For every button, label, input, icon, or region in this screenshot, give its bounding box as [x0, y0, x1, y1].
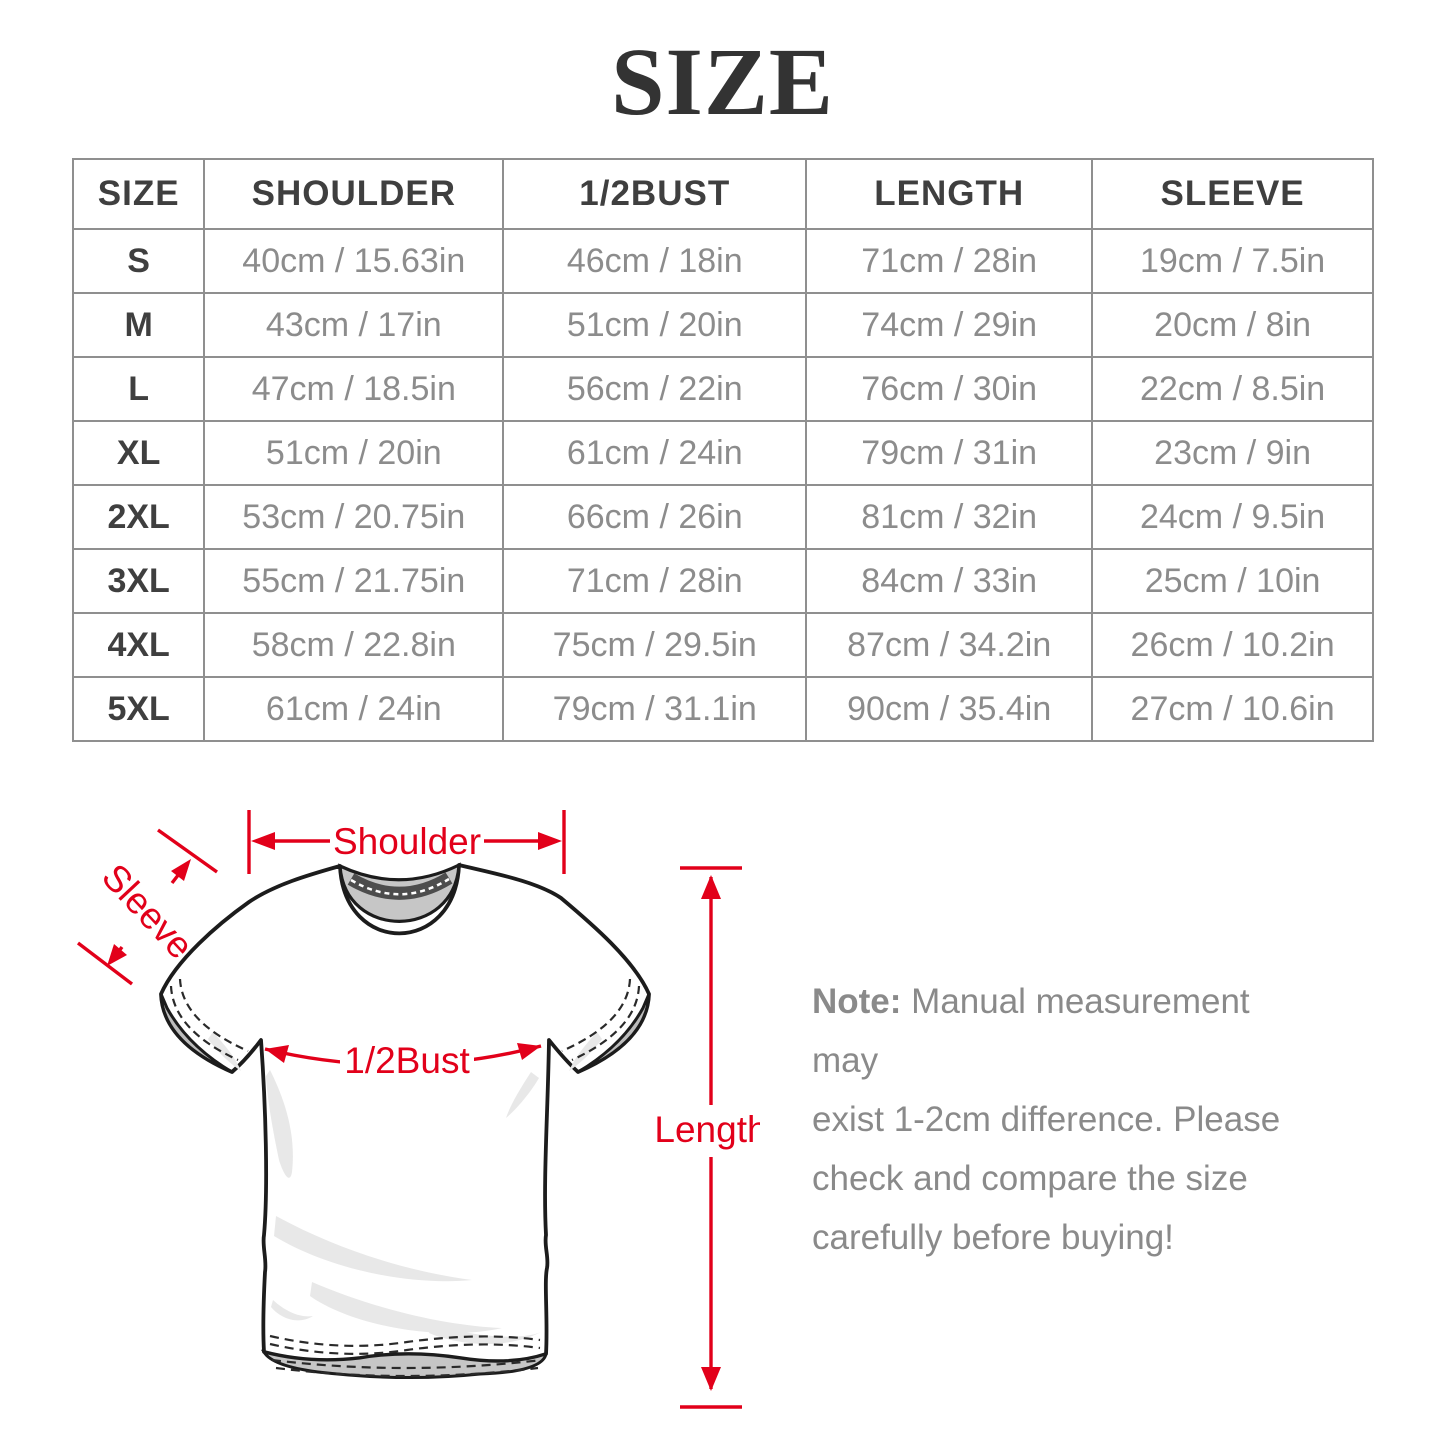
measurement-cell: 26cm / 10.2in [1091, 612, 1374, 678]
size-cell: L [71, 356, 206, 422]
table-header-row: SIZE SHOULDER 1/2BUST LENGTH SLEEVE [71, 158, 1374, 230]
measurement-cell: 25cm / 10in [1091, 548, 1374, 614]
bust-label: 1/2Bust [344, 1040, 470, 1081]
shoulder-arrowhead-left [251, 832, 275, 850]
table-row: 4XL 58cm / 22.8in 75cm / 29.5in 87cm / 3… [71, 612, 1374, 678]
measurement-cell: 55cm / 21.75in [203, 548, 505, 614]
bust-label-background [340, 1038, 474, 1084]
measurement-cell: 58cm / 22.8in [203, 612, 505, 678]
size-cell: M [71, 292, 206, 358]
note-prefix: Note: [812, 982, 902, 1021]
measurement-cell: 53cm / 20.75in [203, 484, 505, 550]
measurement-cell: 87cm / 34.2in [805, 612, 1094, 678]
sleeve-tick-lower [76, 941, 134, 986]
measurement-cell: 22cm / 8.5in [1091, 356, 1374, 422]
note-line-1-text: Manual measurement may [812, 982, 1250, 1080]
column-header-bust: 1/2BUST [502, 158, 808, 230]
cuff-stitches [169, 978, 641, 1061]
measurement-cell: 61cm / 24in [203, 676, 505, 742]
measurement-cell: 56cm / 22in [502, 356, 808, 422]
measurement-cell: 19cm / 7.5in [1091, 228, 1374, 294]
column-header-length: LENGTH [805, 158, 1094, 230]
size-cell: 3XL [71, 548, 206, 614]
table-row: S 40cm / 15.63in 46cm / 18in 71cm / 28in… [71, 228, 1374, 294]
table-row: L 47cm / 18.5in 56cm / 22in 76cm / 30in … [71, 356, 1374, 422]
measurement-cell: 79cm / 31in [805, 420, 1094, 486]
table-row: 2XL 53cm / 20.75in 66cm / 26in 81cm / 32… [71, 484, 1374, 550]
sleeve-arrowhead-upper [171, 859, 191, 881]
measurement-cell: 51cm / 20in [203, 420, 505, 486]
shoulder-arrowhead-right [538, 832, 562, 850]
table-row: 5XL 61cm / 24in 79cm / 31.1in 90cm / 35.… [71, 676, 1374, 742]
measurement-cell: 71cm / 28in [502, 548, 808, 614]
shoulder-label: Shoulder [333, 821, 481, 862]
measurement-cell: 23cm / 9in [1091, 420, 1374, 486]
bust-arrowhead-right [517, 1043, 541, 1060]
note-line-4: carefully before buying! [812, 1218, 1174, 1257]
size-cell: S [71, 228, 206, 294]
measurement-cell: 66cm / 26in [502, 484, 808, 550]
length-label: Length [654, 1109, 760, 1150]
measurement-cell: 61cm / 24in [502, 420, 808, 486]
size-cell: XL [71, 420, 206, 486]
size-cell: 4XL [71, 612, 206, 678]
length-arrowhead-top [701, 875, 721, 899]
measurement-cell: 43cm / 17in [203, 292, 505, 358]
size-cell: 5XL [71, 676, 206, 742]
left-cuff-interior [159, 993, 233, 1074]
note-line-1: Note: Manual measurement may [812, 972, 1312, 1090]
right-cuff-interior [577, 993, 651, 1074]
note-line-3: check and compare the size [812, 1159, 1248, 1198]
column-header-size: SIZE [71, 158, 206, 230]
measurement-cell: 47cm / 18.5in [203, 356, 505, 422]
column-header-sleeve: SLEEVE [1091, 158, 1374, 230]
measurement-cell: 71cm / 28in [805, 228, 1094, 294]
tshirt-outline [159, 863, 651, 1364]
measurement-cell: 79cm / 31.1in [502, 676, 808, 742]
table-row: XL 51cm / 20in 61cm / 24in 79cm / 31in 2… [71, 420, 1374, 486]
measurement-cell: 27cm / 10.6in [1091, 676, 1374, 742]
measurement-cell: 40cm / 15.63in [203, 228, 505, 294]
tshirt-measurement-diagram: Shoulder Sleeve 1/2Bust L [76, 810, 760, 1409]
shoulder-annotation: Shoulder [247, 810, 566, 874]
measurement-cell: 74cm / 29in [805, 292, 1094, 358]
page-title: SIZE [611, 28, 834, 135]
fabric-wrinkles [208, 1032, 602, 1344]
measurement-cell: 75cm / 29.5in [502, 612, 808, 678]
bust-arrowhead-left [265, 1045, 289, 1063]
table-row: M 43cm / 17in 51cm / 20in 74cm / 29in 20… [71, 292, 1374, 358]
size-cell: 2XL [71, 484, 206, 550]
table-row: 3XL 55cm / 21.75in 71cm / 28in 84cm / 33… [71, 548, 1374, 614]
measurement-cell: 84cm / 33in [805, 548, 1094, 614]
hem-underside [260, 1349, 549, 1380]
measurement-cell: 90cm / 35.4in [805, 676, 1094, 742]
hem-stitches [269, 1334, 543, 1378]
measurement-cell: 81cm / 32in [805, 484, 1094, 550]
measurement-cell: 51cm / 20in [502, 292, 808, 358]
column-header-shoulder: SHOULDER [203, 158, 505, 230]
length-arrowhead-bottom [701, 1367, 721, 1391]
measurement-cell: 20cm / 8in [1091, 292, 1374, 358]
measurement-cell: 76cm / 30in [805, 356, 1094, 422]
note-text: Note: Manual measurement may exist 1-2cm… [812, 972, 1312, 1267]
measurement-cell: 24cm / 9.5in [1091, 484, 1374, 550]
size-table: SIZE SHOULDER 1/2BUST LENGTH SLEEVE S 40… [71, 158, 1374, 742]
measurement-cell: 46cm / 18in [502, 228, 808, 294]
bust-annotation: 1/2Bust [264, 1038, 542, 1084]
note-line-2: exist 1-2cm difference. Please [812, 1100, 1281, 1139]
length-annotation: Length [654, 866, 760, 1409]
sleeve-arrowhead-lower [107, 944, 127, 966]
sleeve-tick-upper [157, 828, 218, 874]
collar-stitch-zigzag [350, 877, 450, 896]
